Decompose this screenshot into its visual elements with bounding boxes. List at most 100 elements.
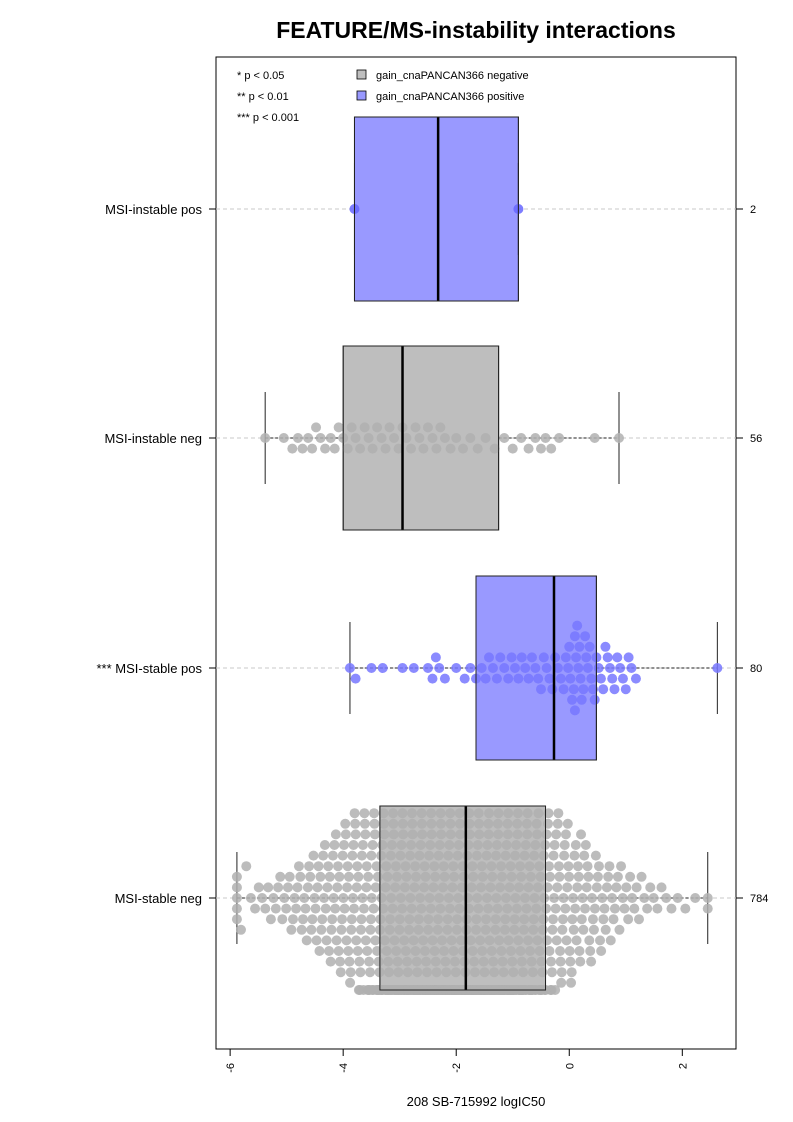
data-point xyxy=(377,663,388,673)
data-point xyxy=(526,652,537,663)
data-point xyxy=(648,893,659,903)
data-point xyxy=(270,903,281,914)
data-point xyxy=(332,882,343,893)
data-point xyxy=(404,914,415,925)
data-point xyxy=(423,924,434,935)
data-point xyxy=(436,829,447,840)
data-point xyxy=(570,840,581,850)
data-point xyxy=(416,903,427,914)
data-point xyxy=(476,861,487,872)
data-point xyxy=(394,924,405,935)
data-point xyxy=(630,673,641,684)
data-point xyxy=(357,893,368,903)
data-point xyxy=(353,871,364,882)
data-point xyxy=(328,893,339,903)
data-point xyxy=(549,840,560,850)
data-point xyxy=(377,840,388,850)
data-point xyxy=(502,818,513,829)
data-point xyxy=(303,433,314,443)
data-point xyxy=(544,946,555,956)
data-point xyxy=(611,882,622,893)
data-point xyxy=(429,861,440,872)
data-point xyxy=(439,871,450,882)
data-point xyxy=(439,433,450,443)
data-point xyxy=(609,684,620,695)
data-point xyxy=(500,893,511,903)
data-point xyxy=(553,861,564,872)
data-point xyxy=(412,967,423,978)
data-point xyxy=(612,652,623,663)
data-point xyxy=(521,903,532,914)
data-point xyxy=(541,903,552,914)
data-point xyxy=(636,871,647,882)
data-point xyxy=(513,935,524,946)
data-point xyxy=(453,840,464,850)
data-point xyxy=(518,967,529,978)
data-point xyxy=(299,893,310,903)
data-point xyxy=(509,914,520,925)
data-point xyxy=(585,946,596,956)
data-point xyxy=(324,871,335,882)
data-point xyxy=(472,840,483,850)
data-point xyxy=(534,946,545,956)
data-point xyxy=(292,433,303,443)
data-point xyxy=(435,422,446,433)
data-point xyxy=(550,985,561,995)
data-point xyxy=(501,840,512,850)
data-point xyxy=(492,818,503,829)
data-point xyxy=(505,946,516,956)
data-point xyxy=(452,850,463,861)
data-point xyxy=(672,893,683,903)
x-tick-label: -6 xyxy=(225,1063,237,1073)
data-point xyxy=(531,818,542,829)
data-point xyxy=(545,956,556,967)
data-point xyxy=(369,808,380,819)
data-point xyxy=(588,684,598,695)
data-point xyxy=(626,663,637,673)
data-point xyxy=(433,914,444,925)
data-point xyxy=(456,935,467,946)
data-point xyxy=(489,443,500,454)
legend-swatch xyxy=(356,90,367,101)
data-point xyxy=(241,861,252,872)
data-point xyxy=(666,903,677,914)
data-point xyxy=(448,861,459,872)
data-point xyxy=(350,818,361,829)
data-point xyxy=(231,893,242,903)
data-point xyxy=(547,684,558,695)
data-point xyxy=(523,443,534,454)
data-point xyxy=(579,850,590,861)
data-point xyxy=(544,871,555,882)
data-point xyxy=(465,935,476,946)
data-point xyxy=(543,818,554,829)
data-point xyxy=(516,433,527,443)
data-point xyxy=(557,924,568,935)
data-point xyxy=(442,914,453,925)
data-point xyxy=(468,871,479,882)
data-point xyxy=(405,893,416,903)
data-point xyxy=(466,882,477,893)
data-point xyxy=(568,893,579,903)
data-point xyxy=(366,663,377,673)
data-point xyxy=(514,882,525,893)
data-point xyxy=(477,871,488,882)
data-point xyxy=(407,818,418,829)
data-point xyxy=(506,652,517,663)
data-point xyxy=(550,903,561,914)
data-point xyxy=(583,871,594,882)
data-point xyxy=(572,882,583,893)
data-point xyxy=(443,893,454,903)
data-point xyxy=(616,861,627,872)
data-point xyxy=(437,935,448,946)
data-point xyxy=(363,433,374,443)
data-point xyxy=(390,861,401,872)
data-point xyxy=(356,850,367,861)
data-point xyxy=(419,946,430,956)
data-point xyxy=(346,914,357,925)
data-point xyxy=(378,808,389,819)
data-point xyxy=(712,663,723,673)
data-point xyxy=(627,893,638,903)
data-point xyxy=(417,829,428,840)
data-point xyxy=(319,840,330,850)
data-point xyxy=(361,882,372,893)
